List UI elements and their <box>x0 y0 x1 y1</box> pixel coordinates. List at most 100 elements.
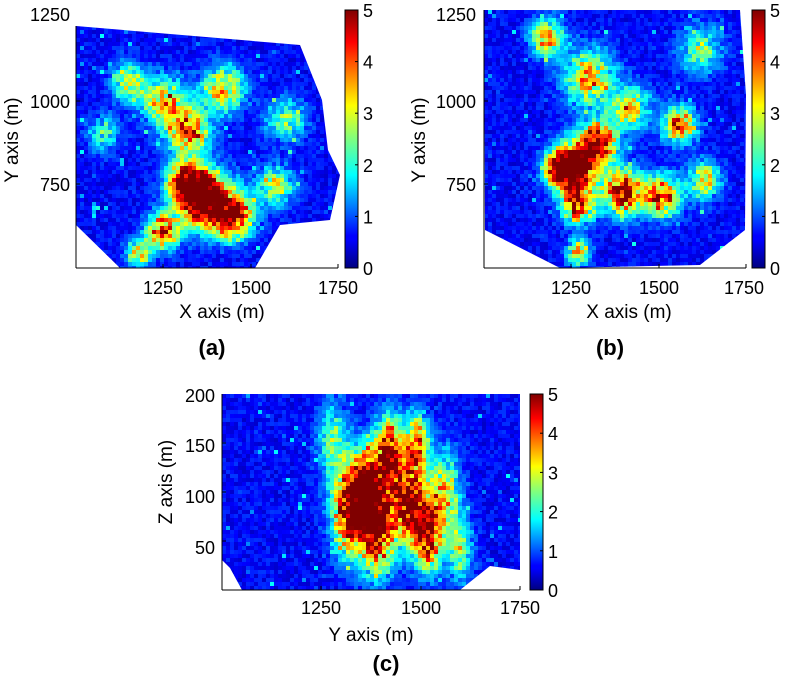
heatmap-cell <box>496 166 500 170</box>
heatmap-cell <box>256 78 260 82</box>
heatmap-cell <box>160 62 164 66</box>
heatmap-cell <box>280 58 284 62</box>
heatmap-cell <box>176 218 180 222</box>
heatmap-cell <box>256 222 260 226</box>
heatmap-cell <box>140 138 144 142</box>
heatmap-cell <box>136 170 140 174</box>
heatmap-cell <box>248 186 252 190</box>
heatmap-cell <box>144 142 148 146</box>
heatmap-cell <box>332 214 336 218</box>
heatmap-cell <box>88 194 92 198</box>
colorbar-gradient <box>344 9 359 269</box>
heatmap-cell <box>496 162 500 166</box>
heatmap-cell <box>100 130 104 134</box>
heatmap-cell <box>100 66 104 70</box>
heatmap-cell <box>156 74 160 78</box>
heatmap-cell <box>512 182 516 186</box>
heatmap-cell <box>284 74 288 78</box>
heatmap-cell <box>240 214 244 218</box>
heatmap-cell <box>148 154 152 158</box>
heatmap-cell <box>148 190 152 194</box>
heatmap-cell <box>176 134 180 138</box>
heatmap-cell <box>484 262 488 266</box>
heatmap-cell <box>312 246 316 250</box>
heatmap-cell <box>148 146 152 150</box>
heatmap-cell <box>236 198 240 202</box>
heatmap-cell <box>288 254 292 258</box>
heatmap-cell <box>312 126 316 130</box>
heatmap-cell <box>524 74 528 78</box>
heatmap-cell <box>312 26 316 30</box>
heatmap-cell <box>172 90 176 94</box>
heatmap-cell <box>228 126 232 130</box>
heatmap-cell <box>304 150 308 154</box>
heatmap-cell <box>528 94 532 98</box>
heatmap-cell <box>320 246 324 250</box>
heatmap-cell <box>144 102 148 106</box>
heatmap-cell <box>104 150 108 154</box>
heatmap-cell <box>220 110 224 114</box>
heatmap-cell <box>316 34 320 38</box>
heatmap-cell <box>236 118 240 122</box>
heatmap-cell <box>192 130 196 134</box>
heatmap-cell <box>176 254 180 258</box>
heatmap-cell <box>132 74 136 78</box>
heatmap-cell <box>228 162 232 166</box>
heatmap-cell <box>300 226 304 230</box>
heatmap-cell <box>216 102 220 106</box>
heatmap-cell <box>144 186 148 190</box>
heatmap-cell <box>88 150 92 154</box>
heatmap-cell <box>164 74 168 78</box>
heatmap-cell <box>152 74 156 78</box>
heatmap-cell <box>204 186 208 190</box>
heatmap-cell <box>208 242 212 246</box>
heatmap-cell <box>296 102 300 106</box>
heatmap-cell <box>164 70 168 74</box>
heatmap-cell <box>240 258 244 262</box>
heatmap-cell <box>232 246 236 250</box>
heatmap-cell <box>536 54 540 58</box>
heatmap-cell <box>272 226 276 230</box>
heatmap-cell <box>308 54 312 58</box>
heatmap-cell <box>200 86 204 90</box>
heatmap-cell <box>288 134 292 138</box>
heatmap-cell <box>144 262 148 266</box>
heatmap-cell <box>300 218 304 222</box>
heatmap-cell <box>148 122 152 126</box>
heatmap-cell <box>516 54 520 58</box>
heatmap-cell <box>156 250 160 254</box>
heatmap-cell <box>252 82 256 86</box>
heatmap-cell <box>296 122 300 126</box>
heatmap-cell <box>484 26 488 30</box>
heatmap-cell <box>492 18 496 22</box>
heatmap-cell <box>260 118 264 122</box>
heatmap-cell <box>96 174 100 178</box>
heatmap-cell <box>176 250 180 254</box>
heatmap-cell <box>128 186 132 190</box>
heatmap-cell <box>336 94 340 98</box>
heatmap-cell <box>204 234 208 238</box>
heatmap-cell <box>88 118 92 122</box>
heatmap-cell <box>268 74 272 78</box>
heatmap-cell <box>120 54 124 58</box>
heatmap-cell <box>124 38 128 42</box>
heatmap-cell <box>244 230 248 234</box>
heatmap-cell <box>240 166 244 170</box>
heatmap-cell <box>188 226 192 230</box>
heatmap-cell <box>88 134 92 138</box>
heatmap-cell <box>512 126 516 130</box>
heatmap-cell <box>328 42 332 46</box>
heatmap-cell <box>272 170 276 174</box>
heatmap-cell <box>204 254 208 258</box>
heatmap-cell <box>232 178 236 182</box>
heatmap-cell <box>208 74 212 78</box>
heatmap-cell <box>100 50 104 54</box>
heatmap-cell <box>76 106 80 110</box>
heatmap-cell <box>248 154 252 158</box>
heatmap-cell <box>232 90 236 94</box>
heatmap-cell <box>208 170 212 174</box>
heatmap-cell <box>248 78 252 82</box>
heatmap-cell <box>492 42 496 46</box>
heatmap-cell <box>332 90 336 94</box>
heatmap-cell <box>484 122 488 126</box>
